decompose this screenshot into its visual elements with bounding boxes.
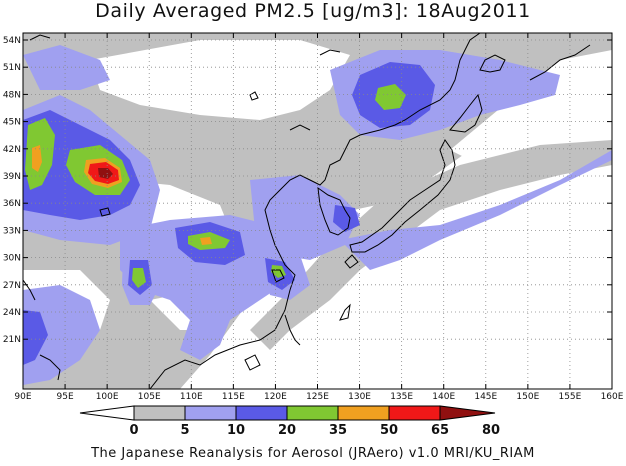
colorbar-min-arrow (79, 405, 135, 421)
pm25-level-above-80 (98, 168, 113, 179)
lon-label: 90E (14, 392, 31, 402)
colorbar-label: 20 (278, 423, 296, 438)
coastlines (23, 33, 591, 389)
colorbar-labels: 0 5 10 20 35 50 65 80 (129, 423, 500, 438)
colorbar-swatch (133, 405, 186, 421)
credit-line: The Japanese Reanalysis for Aerosol (JRA… (91, 446, 535, 461)
colorbar-max-arrow (439, 405, 496, 421)
lon-label: 100E (96, 392, 119, 402)
colorbar-label: 50 (380, 423, 398, 438)
colorbar-label: 35 (329, 423, 347, 438)
lon-label: 110E (180, 392, 203, 402)
lat-label: 21N (3, 335, 21, 345)
pm25-field (23, 33, 612, 389)
lat-label: 27N (3, 281, 21, 291)
lon-label: 150E (516, 392, 539, 402)
lat-label: 30N (3, 254, 21, 264)
colorbar-label: 0 (129, 423, 138, 438)
colorbar-label: 10 (227, 423, 245, 438)
colorbar-label: 80 (482, 423, 500, 438)
graticule (23, 33, 612, 389)
lon-label: 115E (222, 392, 245, 402)
lon-label: 145E (474, 392, 497, 402)
lon-label: 105E (138, 392, 161, 402)
lon-label: 120E (264, 392, 287, 402)
lon-label: 155E (558, 392, 581, 402)
colorbar-swatch (235, 405, 288, 421)
lat-label: 42N (3, 145, 21, 155)
colorbar-label: 5 (180, 423, 189, 438)
colorbar-swatch (388, 405, 441, 421)
axis-ticks (22, 33, 613, 389)
lat-label: 45N (3, 118, 21, 128)
lon-label: 135E (390, 392, 413, 402)
lon-label: 125E (306, 392, 329, 402)
lat-label: 51N (3, 63, 21, 73)
lat-label: 33N (3, 226, 21, 236)
map-title: Daily Averaged PM2.5 [ug/m3]: 18Aug2011 (95, 0, 531, 22)
colorbar-label: 65 (431, 423, 449, 438)
lat-label: 39N (3, 172, 21, 182)
lat-label: 54N (3, 36, 21, 46)
lon-label: 140E (432, 392, 455, 402)
lon-label: 130E (348, 392, 371, 402)
colorbar-swatch (184, 405, 237, 421)
lon-label: 95E (57, 392, 74, 402)
latitude-labels: 54N 51N 48N 45N 42N 39N 36N 33N 30N 27N 24N 21N (3, 36, 21, 345)
colorbar-swatch (286, 405, 339, 421)
longitude-labels: 90E 95E 100E 105E 110E 115E 120E 125E 130E 135E 14… (14, 392, 623, 402)
lat-label: 24N (3, 308, 21, 318)
colorbar: 0 5 10 20 35 50 65 80 (79, 405, 500, 438)
lat-label: 48N (3, 90, 21, 100)
colorbar-swatch (337, 405, 390, 421)
lat-label: 36N (3, 199, 21, 209)
lon-label: 160E (601, 392, 624, 402)
